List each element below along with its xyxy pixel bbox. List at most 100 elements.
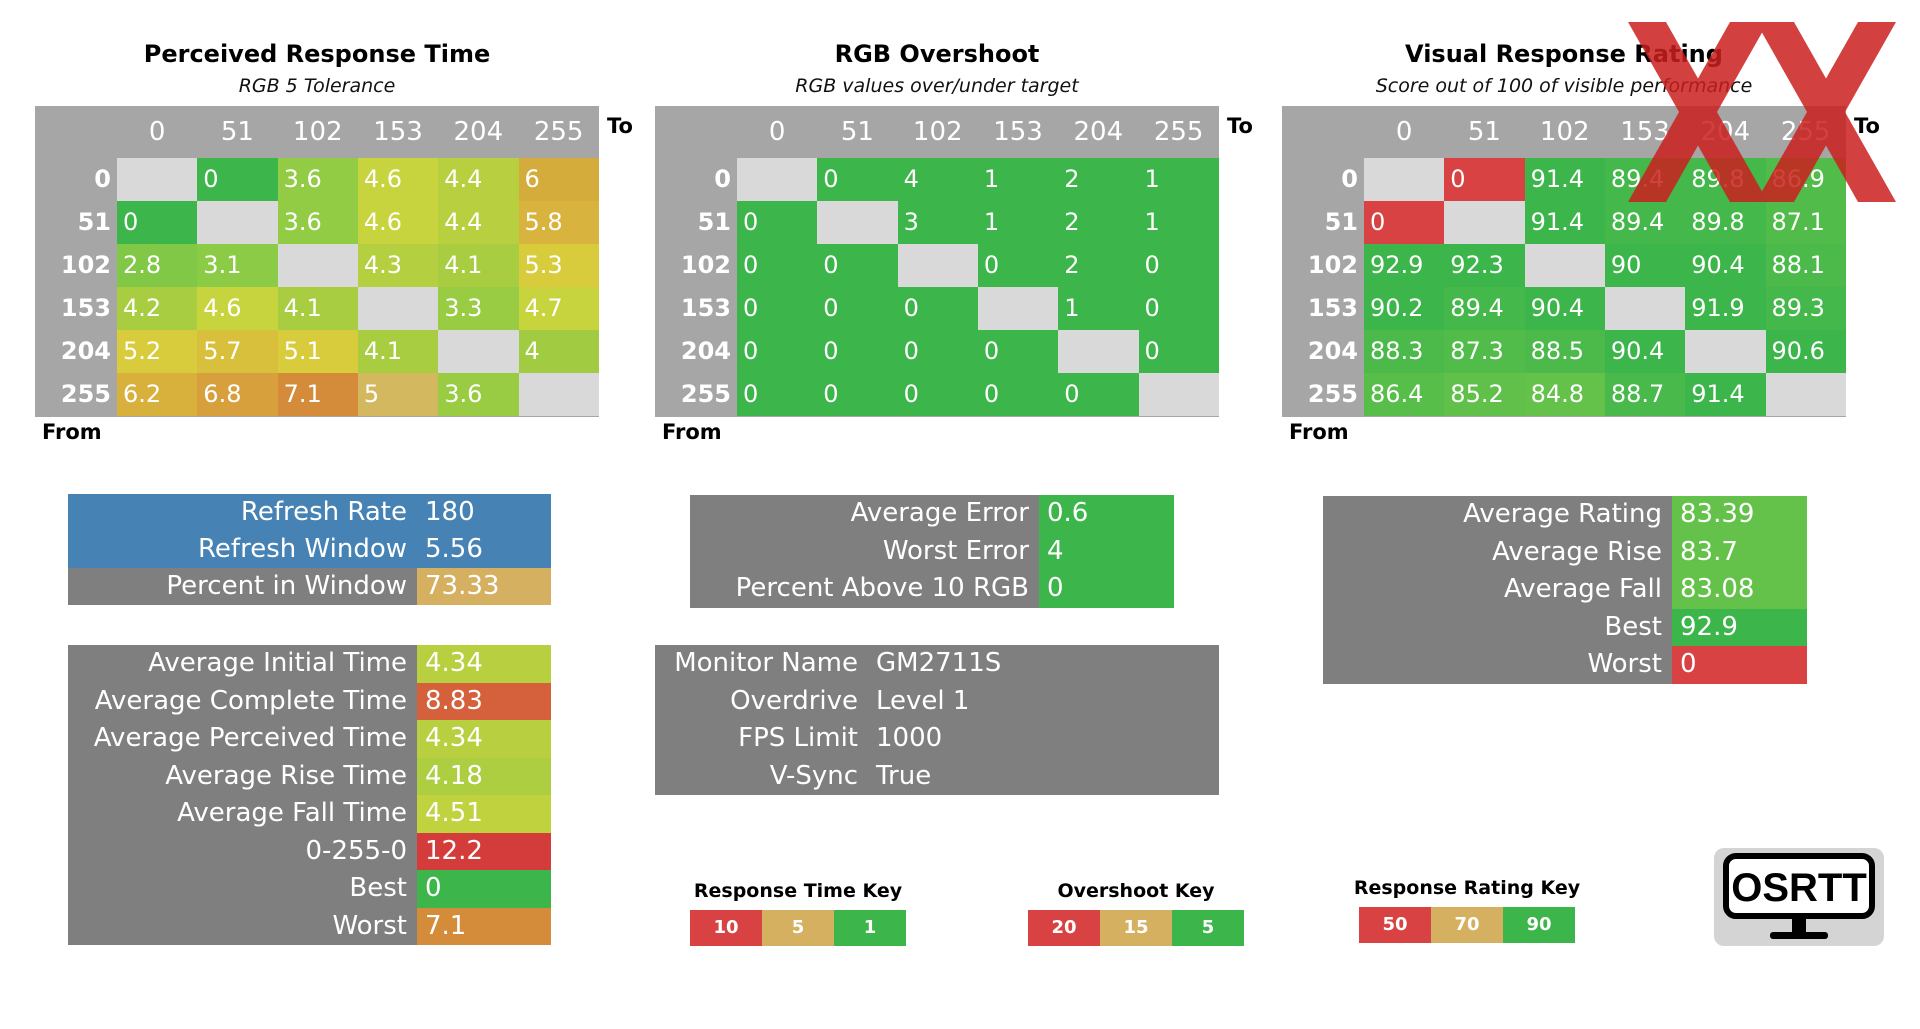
refresh-stats-table: Refresh Rate 180 Refresh Window 5.56 Percent… <box>68 494 551 605</box>
stat-value: 83.7 <box>1672 533 1807 571</box>
column-header: 204 <box>1073 117 1124 147</box>
stat-label-cell: Percent Above 10 RGB <box>690 570 1039 608</box>
stat-row: Average Rise Time 4.18 <box>68 757 551 795</box>
heatmap-cell: 89.4 <box>1444 287 1526 330</box>
heatmap-cell <box>1765 373 1847 416</box>
stat-label: V-Sync <box>769 760 858 791</box>
stat-value: 4.34 <box>417 645 551 683</box>
stat-label-cell: Average Initial Time <box>68 645 417 683</box>
heatmap-cell: 4.1 <box>277 287 359 330</box>
stat-label: Refresh Rate <box>240 497 407 527</box>
heatmap-cell: 88.3 <box>1364 330 1445 373</box>
stat-value: 83.08 <box>1672 571 1807 609</box>
heatmap-cell <box>117 158 198 201</box>
stat-row: Average Rating 83.39 <box>1323 496 1807 534</box>
row-header: 255 <box>680 380 731 408</box>
stat-label-cell: Average Rise <box>1323 533 1672 571</box>
key-cell: 50 <box>1359 907 1431 943</box>
stat-label: Worst Error <box>882 535 1029 566</box>
stat-label-cell: Refresh Rate <box>68 494 417 531</box>
stat-label-cell: Worst Error <box>690 532 1039 570</box>
heatmap-cell: 7.1 <box>277 373 359 416</box>
heatmap-cell <box>197 201 279 244</box>
key-cell: 5 <box>1172 910 1244 946</box>
heatmap-cell: 3.6 <box>438 373 519 416</box>
heatmap-cell: 4.7 <box>518 287 600 330</box>
heatmap-cell: 1 <box>977 201 1059 244</box>
row-header: 153 <box>1307 294 1358 322</box>
heatmap-cell: 6.2 <box>117 373 198 416</box>
stat-row: Average Fall Time 4.51 <box>68 795 551 833</box>
heatmap-cell: 0 <box>1058 373 1139 416</box>
stat-label-cell: FPS Limit <box>655 720 868 758</box>
stat-value: 7.1 <box>417 907 551 945</box>
heatmap-cell: 5.3 <box>518 244 600 287</box>
to-axis-label: To <box>1854 114 1880 138</box>
heatmap-cell: 4.6 <box>197 287 279 330</box>
key-cell: 1 <box>834 910 906 946</box>
heatmap-cell: 5 <box>357 373 439 416</box>
row-header: 0 <box>94 165 111 193</box>
heatmap-cell <box>438 330 519 373</box>
stat-label: Percent Above 10 RGB <box>735 573 1029 603</box>
stat-value: 73.33 <box>417 568 551 605</box>
heatmap-cell: 4.2 <box>117 287 198 330</box>
stat-value: 12.2 <box>417 832 551 870</box>
key-title: Overshoot Key <box>1057 880 1215 902</box>
heatmap-cell: 1 <box>977 158 1059 201</box>
heatmap-cell: 5.8 <box>518 201 600 244</box>
heatmap-cell: 0 <box>977 373 1059 416</box>
heatmap-cell: 5.1 <box>277 330 359 373</box>
stat-label-cell: Refresh Window <box>68 531 417 568</box>
stat-value: 83.39 <box>1672 496 1807 534</box>
heatmap-cell: 2.8 <box>117 244 198 287</box>
to-axis-label: To <box>607 114 633 138</box>
heatmap-cell: 0 <box>1444 158 1526 201</box>
heatmap-cell <box>1524 244 1606 287</box>
key-cell: 20 <box>1028 910 1100 946</box>
stat-label: Average Rise Time <box>165 760 407 791</box>
key-title: Response Time Key <box>693 880 903 902</box>
stat-row: Worst 0 <box>1323 646 1807 684</box>
heatmap-cell <box>817 201 899 244</box>
heatmap-cell: 0 <box>817 287 899 330</box>
heatmap-cell: 3.6 <box>277 158 359 201</box>
stat-label-cell: Worst <box>1323 646 1672 684</box>
key-cell: 90 <box>1503 907 1575 943</box>
stat-value: GM2711S <box>876 648 1002 678</box>
osrtt-logo: OSRTT <box>1714 848 1884 946</box>
heatmap-cell: 90.6 <box>1765 330 1847 373</box>
stat-label-cell: Average Rise Time <box>68 757 417 795</box>
row-header: 102 <box>60 251 111 279</box>
chart-title: Perceived Response Time <box>143 40 491 68</box>
heatmap-cell: 0 <box>897 373 979 416</box>
row-header: 102 <box>680 251 731 279</box>
stat-row: Monitor Name GM2711S <box>655 645 1219 683</box>
heatmap-grid: 0 51 102 153 204 255 0 0 3.6 4.6 4.4 6 51 0 3.6 4.6 4.4 5… <box>35 106 600 417</box>
heatmap-cell: 0 <box>737 330 818 373</box>
heatmap-cell <box>518 373 600 416</box>
heatmap-cell: 89.3 <box>1765 287 1847 330</box>
column-header: 204 <box>453 117 504 147</box>
stat-label: Average Initial Time <box>148 648 407 678</box>
stat-row: 0-255-0 12.2 <box>68 832 551 870</box>
heatmap-cell: 5.7 <box>197 330 279 373</box>
stat-value: True <box>876 760 932 791</box>
key-cell: 10 <box>690 910 762 946</box>
row-header: 0 <box>714 165 731 193</box>
heatmap-cell: 87.1 <box>1765 201 1847 244</box>
heatmap-cell: 6 <box>518 158 600 201</box>
heatmap-cell: 4.1 <box>438 244 519 287</box>
heatmap-cell: 4.4 <box>438 158 519 201</box>
stat-value: 0 <box>417 870 551 908</box>
heatmap-cell: 1 <box>1138 158 1220 201</box>
heatmap-cell: 2 <box>1058 201 1139 244</box>
stat-label: 0-255-0 <box>305 835 407 866</box>
stat-value: Level 1 <box>876 685 970 716</box>
stat-value: 0.6 <box>1039 495 1174 533</box>
stat-label: Average Rise <box>1492 536 1662 567</box>
key-cell: 15 <box>1100 910 1172 946</box>
stat-label-cell: Average Complete Time <box>68 682 417 720</box>
row-header: 204 <box>1307 337 1358 365</box>
stat-label: Overdrive <box>730 685 858 716</box>
